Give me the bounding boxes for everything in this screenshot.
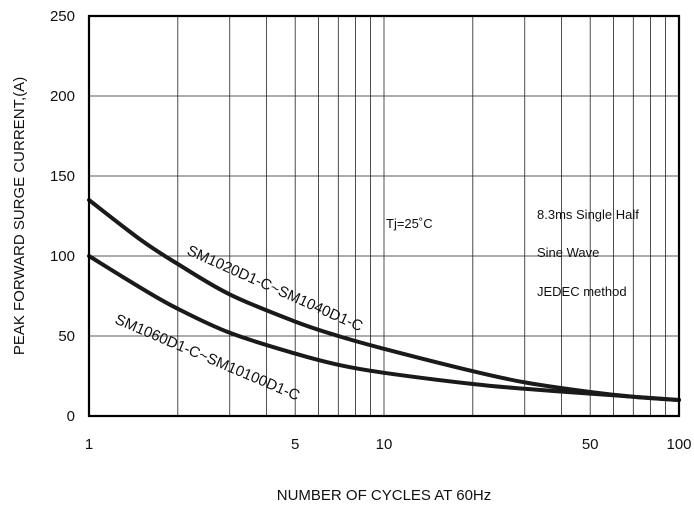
x-gridlines [177,16,666,416]
series-curves [87,198,681,402]
y-tick-label: 50 [58,328,75,345]
x-tick-label: 5 [291,436,299,453]
y-axis-label: PEAK FORWARD SURGE CURRENT,(A) [11,77,28,355]
y-tick-label: 150 [50,168,75,185]
condition-line-2: Sine Wave [537,245,599,260]
x-tick-label: 10 [376,436,393,453]
condition-line-1: 8.3ms Single Half [537,207,639,222]
y-tick-label: 250 [50,8,75,25]
x-tick-label: 50 [582,436,599,453]
y-tick-label: 200 [50,88,75,105]
junction-temperature-label: Tj=25˚C [386,216,433,231]
x-axis-label: NUMBER OF CYCLES AT 60Hz [277,487,492,504]
condition-line-3: JEDEC method [537,284,627,299]
plot-frame [87,14,681,418]
y-tick-label: 0 [67,408,75,425]
y-tick-label: 100 [50,248,75,265]
y-tick-labels: 0 50 100 150 200 250 [50,8,75,425]
x-tick-label: 100 [666,436,691,453]
x-tick-labels: 1 5 10 50 100 [85,436,692,453]
x-tick-label: 1 [85,436,93,453]
series-line-2 [87,254,681,402]
y-gridlines [89,95,679,337]
